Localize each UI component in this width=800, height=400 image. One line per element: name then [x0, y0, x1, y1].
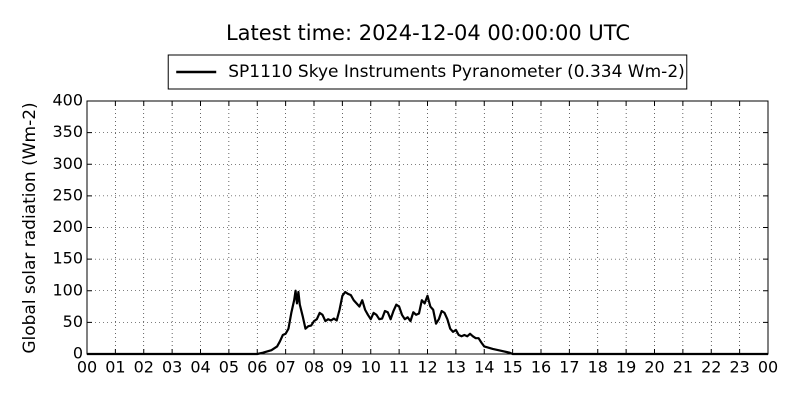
x-tick-label: 01	[105, 358, 125, 377]
x-tick-label: 16	[531, 358, 551, 377]
x-tick-label: 19	[616, 358, 636, 377]
x-tick-label: 04	[190, 358, 210, 377]
x-tick-label: 03	[162, 358, 182, 377]
data-line	[87, 289, 768, 356]
x-tick-label: 12	[417, 358, 437, 377]
x-tick-label: 11	[389, 358, 409, 377]
x-tick-label: 00	[758, 358, 778, 377]
y-tick-label: 350	[52, 122, 83, 141]
x-tick-label: 22	[701, 358, 721, 377]
legend-box	[167, 54, 688, 90]
x-tick-label: 07	[275, 358, 295, 377]
x-tick-label: 21	[673, 358, 693, 377]
y-tick-label: 250	[52, 185, 83, 204]
x-tick-label: 06	[247, 358, 267, 377]
y-tick-label: 200	[52, 217, 83, 236]
x-tick-label: 14	[474, 358, 494, 377]
x-tick-label: 08	[304, 358, 324, 377]
y-tick-label: 0	[73, 344, 83, 363]
x-tick-label: 23	[729, 358, 749, 377]
plot-frame	[86, 100, 769, 355]
x-tick-label: 20	[644, 358, 664, 377]
legend-label: SP1110 Skye Instruments Pyranometer (0.3…	[228, 62, 685, 82]
x-tick-label: 17	[559, 358, 579, 377]
y-axis-label: Global solar radiation (Wm-2)	[20, 102, 40, 353]
x-tick-label: 02	[134, 358, 154, 377]
x-tick-label: 09	[332, 358, 352, 377]
x-tick-label: 05	[219, 358, 239, 377]
y-tick-label: 300	[52, 154, 83, 173]
y-tick-label: 400	[52, 91, 83, 110]
x-tick-label: 15	[502, 358, 522, 377]
x-tick-label: 13	[446, 358, 466, 377]
x-tick-label: 10	[361, 358, 381, 377]
y-tick-label: 50	[63, 312, 83, 331]
y-tick-label: 150	[52, 249, 83, 268]
x-tick-label: 18	[588, 358, 608, 377]
x-tick-label: 00	[77, 358, 97, 377]
chart-title: Latest time: 2024-12-04 00:00:00 UTC	[226, 21, 630, 45]
y-tick-label: 100	[52, 280, 83, 299]
